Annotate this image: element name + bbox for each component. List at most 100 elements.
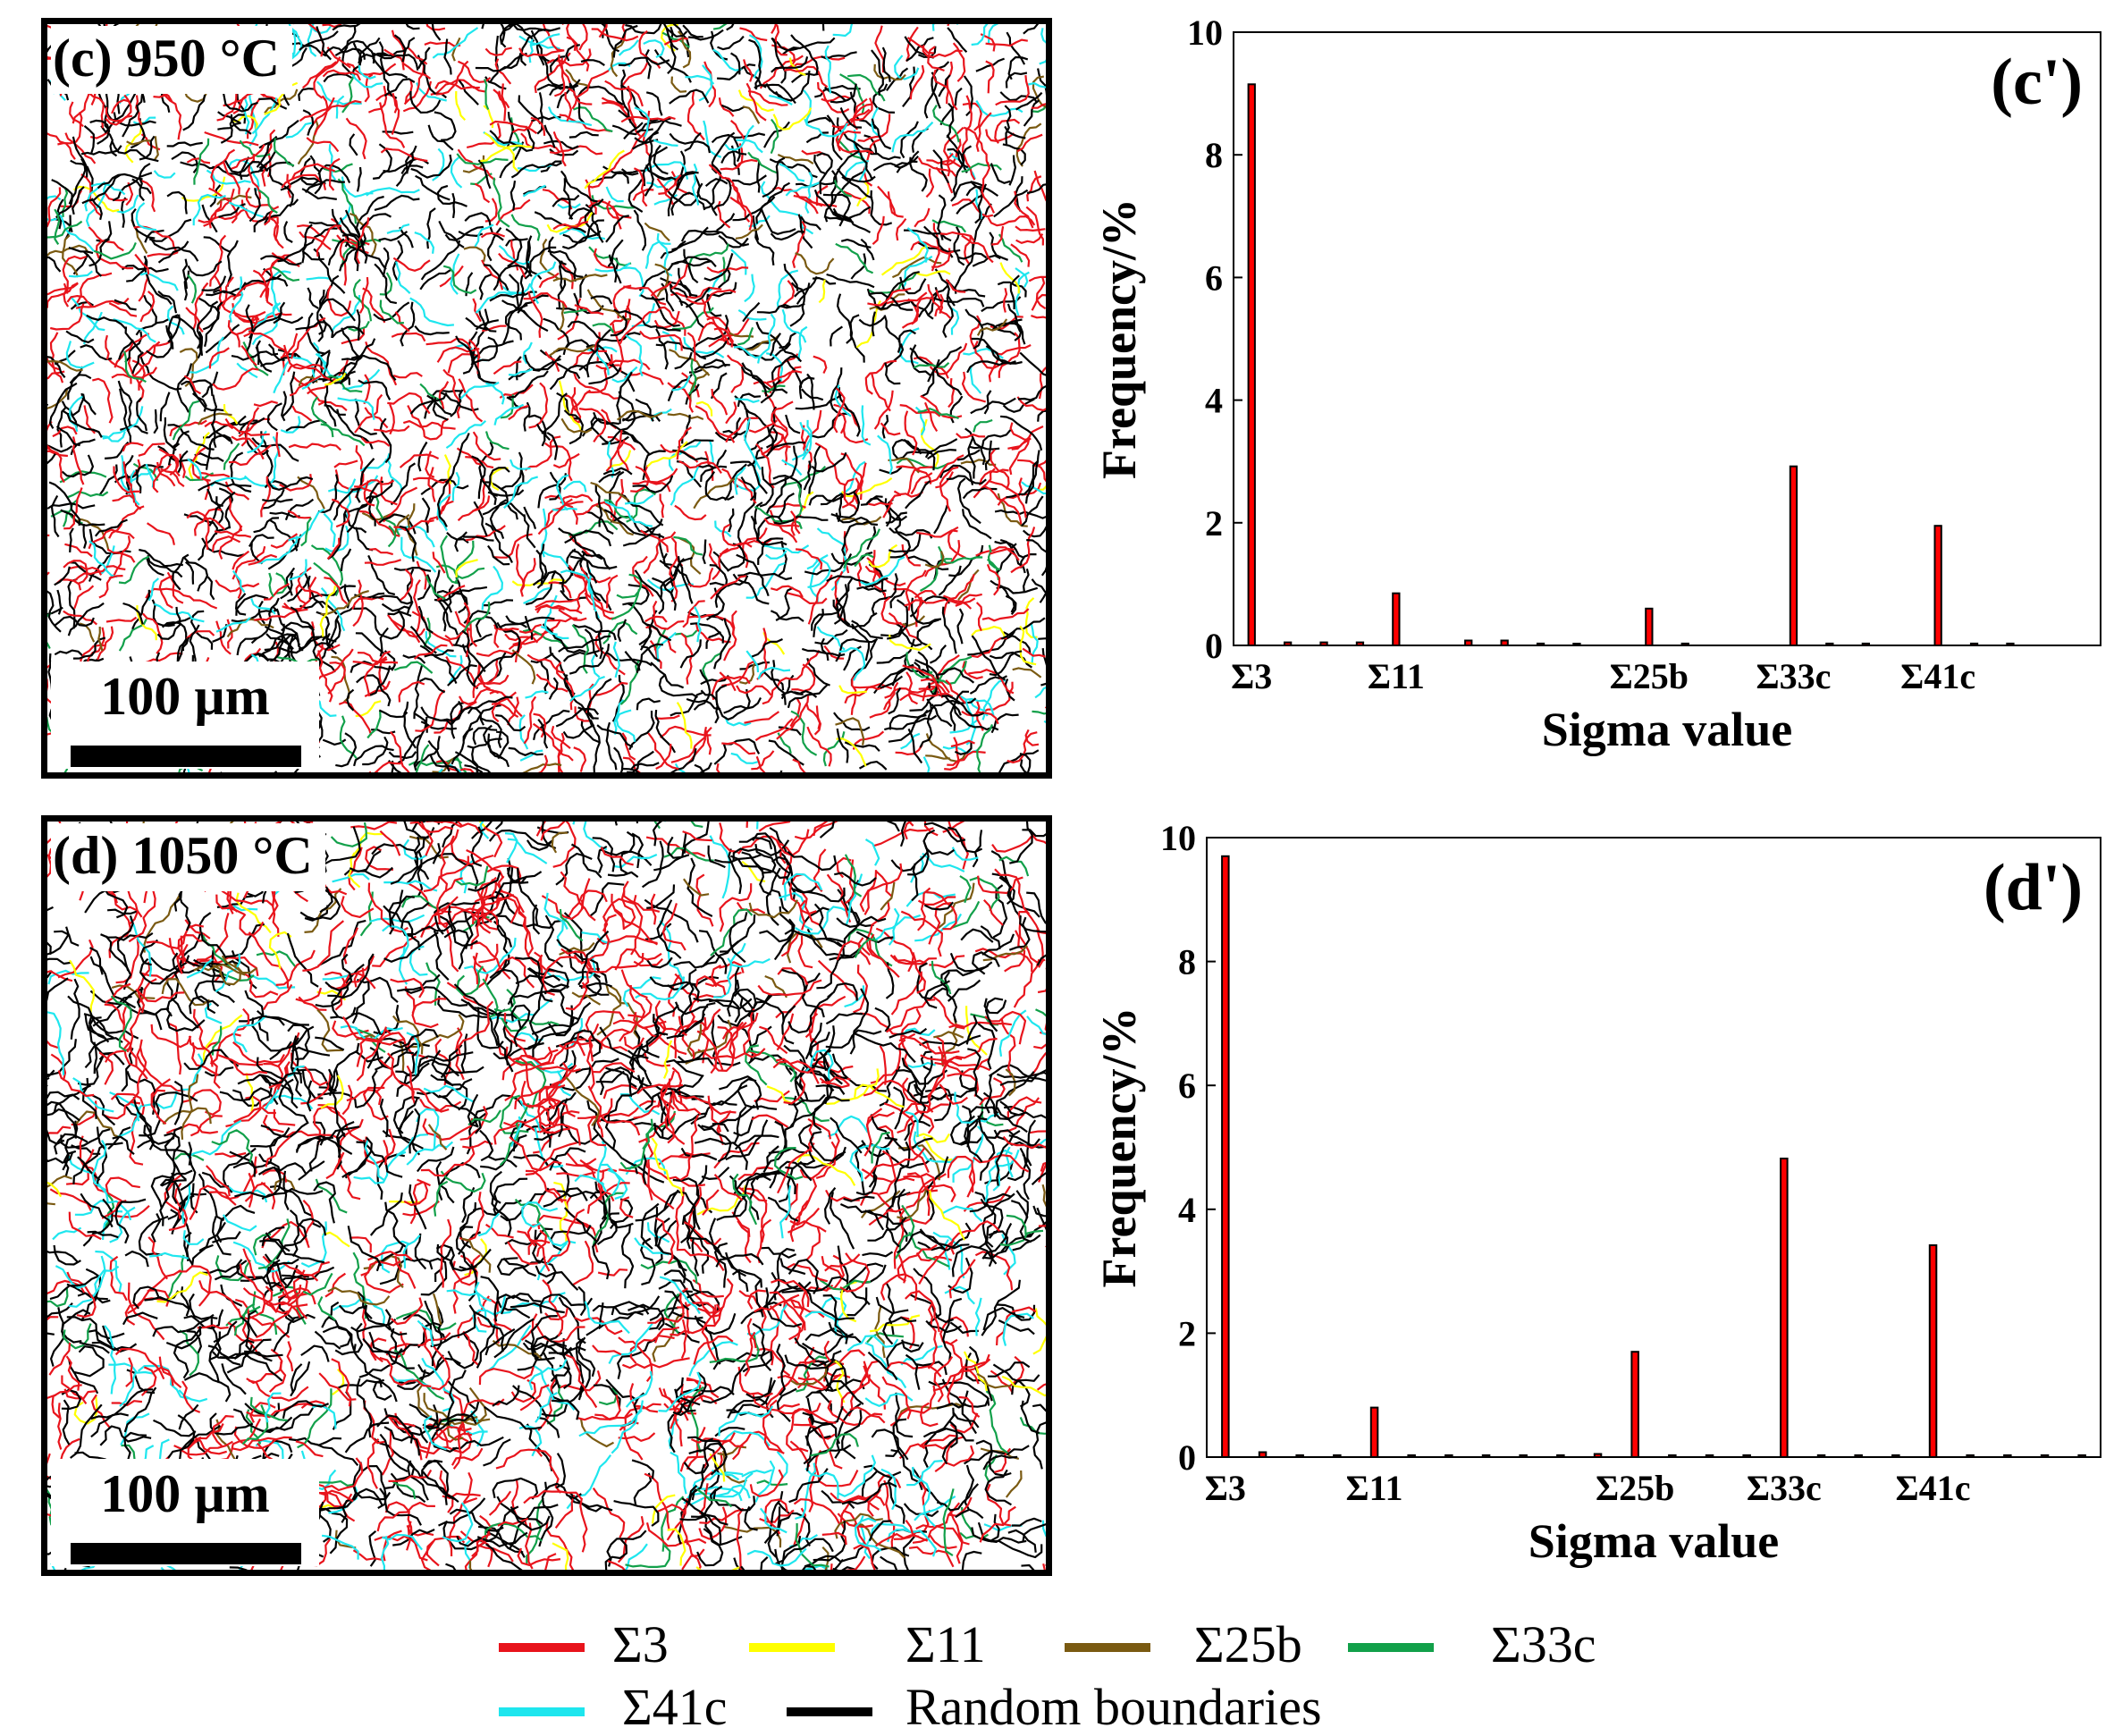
- bar: [1481, 1454, 1491, 1459]
- bar: [1928, 1244, 1938, 1458]
- bar: [1854, 1454, 1863, 1459]
- bar: [1392, 592, 1401, 647]
- bar: [1891, 1454, 1900, 1459]
- bar: [1789, 465, 1798, 647]
- chart-panel-label: (d'): [1983, 851, 2083, 924]
- legend-line-sigma3: [499, 1643, 585, 1652]
- legend-label-sigma33c: Σ33c: [1491, 1615, 1596, 1673]
- bar: [2003, 1454, 2012, 1459]
- y-tick-label: 4: [1205, 381, 1223, 421]
- scale-label-d: 100 µm: [100, 1464, 270, 1523]
- x-tick-label: Σ3: [1231, 656, 1272, 696]
- legend-label-sigma41c: Σ41c: [622, 1678, 728, 1736]
- bar: [1680, 642, 1689, 647]
- plot-frame: [1206, 837, 2101, 1458]
- x-tick-label: Σ41c: [1900, 656, 1975, 696]
- bar: [1668, 1454, 1677, 1459]
- bar: [1355, 641, 1365, 646]
- x-tick-label: Σ25b: [1610, 656, 1689, 696]
- legend-line-sigma33c: [1348, 1643, 1434, 1652]
- boundary-map-1050: [47, 822, 1046, 1570]
- bar: [1247, 83, 1256, 647]
- y-tick-label: 8: [1178, 942, 1196, 982]
- legend-label-random: Random boundaries: [905, 1678, 1322, 1736]
- bar: [1319, 641, 1328, 646]
- x-tick-label: Σ3: [1205, 1468, 1246, 1508]
- chart-panel-label: (c'): [1991, 46, 2083, 119]
- x-tick-label: Σ33c: [1756, 656, 1832, 696]
- y-tick-label: 10: [1187, 13, 1223, 53]
- legend-line-sigma25b: [1065, 1643, 1150, 1652]
- bar: [1556, 1454, 1565, 1459]
- bar: [1464, 639, 1473, 646]
- scale-label-c: 100 µm: [100, 667, 270, 726]
- bar: [1258, 1451, 1268, 1458]
- bar: [1593, 1453, 1603, 1458]
- sigma-histogram-d: 0 2 4 6 8 10 Σ3 Σ11 Σ25b Σ33c Σ41c Sigma value Frequ…: [1092, 818, 2101, 1568]
- scale-bar-box-d: 100 µm: [51, 1459, 319, 1566]
- x-tick-label: Σ33c: [1747, 1468, 1822, 1508]
- bar: [1966, 1454, 1975, 1459]
- y-tick-label: 2: [1178, 1313, 1196, 1353]
- y-tick-label: 8: [1205, 135, 1223, 175]
- panel-label-c: (c) 950 °C: [51, 26, 292, 94]
- bar: [1295, 1454, 1304, 1459]
- bar: [1572, 643, 1581, 646]
- y-tick-label: 10: [1160, 818, 1196, 858]
- bar: [1705, 1454, 1714, 1459]
- legend-line-sigma11: [749, 1643, 835, 1652]
- x-axis-label: Sigma value: [1542, 703, 1793, 756]
- ebsd-map-950: (c) 950 °C 100 µm: [41, 18, 1052, 779]
- x-axis-label: Sigma value: [1529, 1514, 1780, 1568]
- bar: [1742, 1454, 1751, 1459]
- bar: [1630, 1351, 1639, 1459]
- bar: [1825, 642, 1834, 647]
- legend-label-sigma3: Σ3: [612, 1615, 669, 1673]
- y-tick-label: 2: [1205, 503, 1223, 544]
- scale-bar-box-c: 100 µm: [51, 662, 319, 769]
- bar: [1536, 642, 1545, 647]
- scale-bar-d: [71, 1543, 301, 1564]
- y-tick-label: 6: [1178, 1066, 1196, 1106]
- bar: [1284, 641, 1293, 646]
- legend-label-sigma25b: Σ25b: [1194, 1615, 1302, 1673]
- bar: [1500, 639, 1509, 646]
- boundary-legend: Σ3 Σ11 Σ25b Σ33c Σ41c Random boundaries: [483, 1609, 1645, 1736]
- x-tick-label: Σ41c: [1896, 1468, 1971, 1508]
- bar: [1861, 642, 1871, 647]
- bar: [1645, 607, 1654, 646]
- bar: [2040, 1454, 2050, 1459]
- y-axis-label: Frequency/%: [1092, 198, 1146, 479]
- bar: [1369, 1406, 1379, 1458]
- bar: [1444, 1454, 1453, 1459]
- bar: [2077, 1454, 2086, 1459]
- panel-label-d: (d) 1050 °C: [51, 823, 325, 891]
- ebsd-map-1050: (d) 1050 °C 100 µm: [41, 815, 1052, 1576]
- x-tick-label: Σ11: [1346, 1468, 1403, 1508]
- x-tick-label: Σ11: [1368, 656, 1425, 696]
- grain-boundaries: [47, 24, 1046, 772]
- legend-label-sigma11: Σ11: [905, 1615, 986, 1673]
- legend-line-sigma41c: [499, 1707, 585, 1716]
- plot-frame: [1233, 31, 2101, 646]
- bar: [1969, 642, 1979, 647]
- bar: [1221, 855, 1230, 1459]
- y-tick-label: 6: [1205, 257, 1223, 298]
- y-tick-label: 4: [1178, 1190, 1196, 1230]
- boundary-map-950: [47, 24, 1046, 772]
- bar: [1407, 1454, 1416, 1459]
- bar: [1780, 1158, 1789, 1458]
- sigma-histogram-c: 0 2 4 6 8 10 Σ3 Σ11 Σ25b Σ33c Σ41c Sigma value Frequ…: [1092, 13, 2101, 756]
- bar: [1933, 525, 1942, 647]
- bar: [1333, 1454, 1342, 1459]
- bar: [1519, 1454, 1528, 1459]
- y-axis-label: Frequency/%: [1092, 1007, 1146, 1288]
- y-tick-label: 0: [1178, 1437, 1196, 1478]
- grain-boundaries: [47, 822, 1046, 1570]
- bar: [1816, 1454, 1826, 1459]
- x-tick-label: Σ25b: [1596, 1468, 1674, 1508]
- scale-bar-c: [71, 746, 301, 767]
- y-tick-label: 0: [1205, 626, 1223, 666]
- bar: [2006, 642, 2015, 647]
- legend-line-random: [787, 1707, 872, 1716]
